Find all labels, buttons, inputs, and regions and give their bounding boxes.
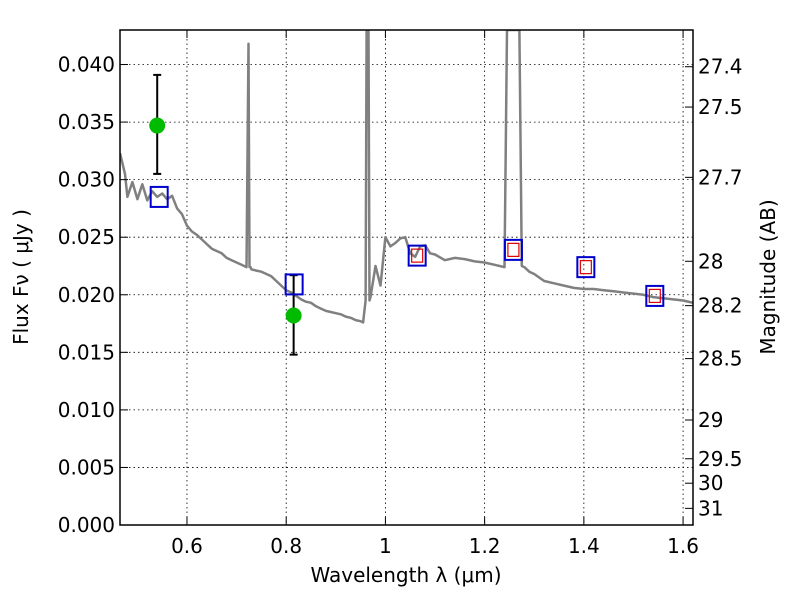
y2-tick-label: 28.2: [698, 294, 743, 318]
y-tick-label: 0.010: [58, 398, 115, 422]
observed-point: [149, 117, 166, 134]
error-bars: [153, 73, 298, 356]
x-axis-title: Wavelength λ (μm): [310, 563, 501, 587]
synthetic-flux-marker: [503, 238, 523, 261]
axes: 0.6 0.8 1 1.2 1.4 1.6 0.000 0.005 0.010 0.015 0.02…: [58, 30, 743, 558]
y2-tick-label: 27.5: [698, 95, 743, 119]
x-tick-label: 1.6: [667, 534, 699, 558]
y2-tick-label: 27.7: [698, 165, 743, 189]
plot-data: [120, 30, 693, 324]
y2-tick-label: 28.5: [698, 347, 743, 371]
synthetic-flux-marker: [407, 244, 427, 267]
y2-tick-label: 29.5: [698, 447, 743, 471]
y2-tick-label: 31: [698, 496, 723, 520]
y-tick-label: 0.030: [58, 168, 115, 192]
y2-tick-label: 29: [698, 408, 723, 432]
x-tick-label: 1.2: [469, 534, 501, 558]
y-tick-label: 0.025: [58, 225, 115, 249]
synthetic-flux-marker: [149, 185, 169, 208]
y-tick-label: 0.005: [58, 455, 115, 479]
y2-axis-title: Magnitude (AB): [756, 199, 780, 354]
grid-lines: [120, 30, 693, 526]
plot-frame: [119, 29, 694, 526]
model-flux-marker: [411, 248, 424, 263]
synthetic-flux-marker: [645, 284, 665, 307]
observed-point: [285, 307, 302, 324]
x-tick-label: 0.6: [171, 534, 203, 558]
y-tick-label: 0.020: [58, 283, 115, 307]
y-tick-label: 0.000: [58, 513, 115, 537]
model-flux-marker: [507, 242, 520, 257]
synthetic-flux-marker: [576, 256, 596, 279]
synthetic-flux-marker: [284, 273, 304, 296]
model-flux-marker: [648, 288, 661, 304]
spectrum-line: [120, 30, 693, 324]
y-tick-label: 0.035: [58, 110, 115, 134]
y-tick-label: 0.015: [58, 340, 115, 364]
y2-tick-label: 28: [698, 249, 723, 273]
x-tick-label: 1.4: [568, 534, 600, 558]
x-tick-label: 0.8: [270, 534, 302, 558]
y-axis-title: Flux Fν ( μJy ): [9, 209, 33, 345]
y2-tick-label: 27.4: [698, 55, 743, 79]
y-tick-label: 0.040: [58, 53, 115, 77]
markers: [149, 117, 665, 324]
y2-tick-label: 30: [698, 471, 723, 495]
x-tick-label: 1: [379, 534, 392, 558]
model-flux-marker: [579, 260, 592, 275]
